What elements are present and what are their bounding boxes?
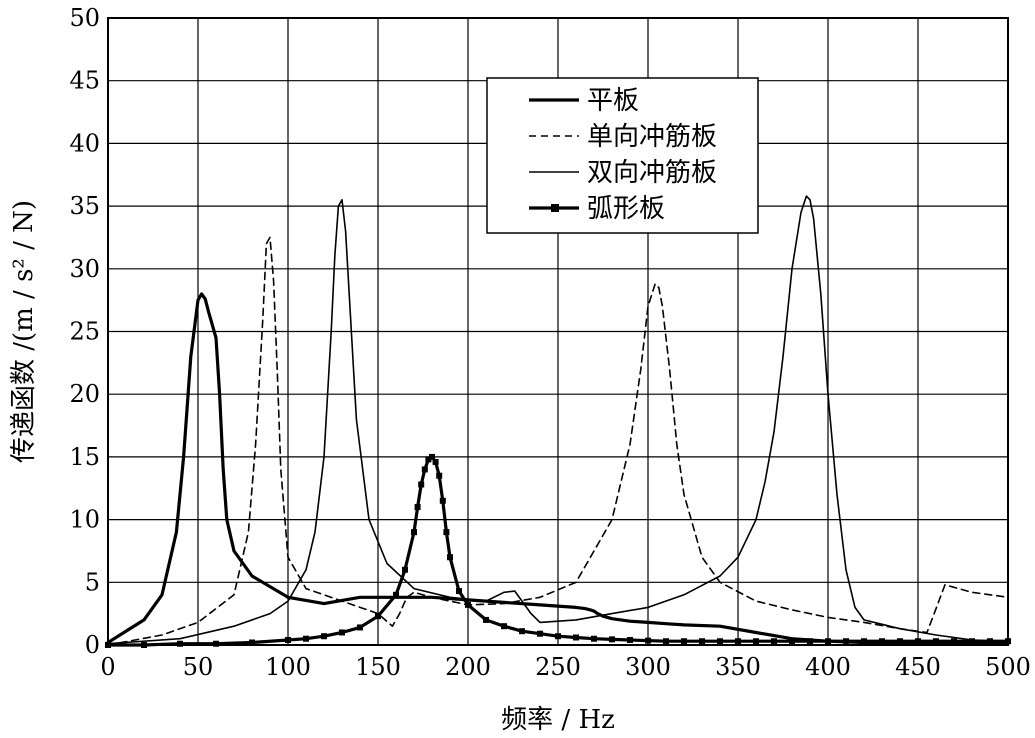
legend-label: 平板 bbox=[587, 86, 639, 116]
y-tick-label: 15 bbox=[69, 443, 100, 471]
data-point-marker bbox=[861, 638, 867, 645]
x-tick-label: 400 bbox=[805, 653, 851, 681]
y-tick-label: 20 bbox=[69, 380, 100, 408]
data-point-marker bbox=[439, 497, 446, 504]
data-point-marker bbox=[339, 629, 345, 636]
y-tick-label: 25 bbox=[69, 318, 100, 346]
y-tick-labels: 0 5 10 15 20 25 30 35 40 45 50 bbox=[69, 4, 100, 659]
x-tick-label: 500 bbox=[985, 653, 1031, 681]
data-point-marker bbox=[483, 616, 489, 623]
data-point-marker bbox=[303, 635, 309, 642]
plot-frame bbox=[107, 17, 1009, 646]
data-point-marker bbox=[879, 638, 885, 645]
data-point-marker bbox=[663, 638, 669, 645]
data-point-marker bbox=[537, 630, 543, 637]
data-point-marker bbox=[951, 638, 957, 645]
data-point-marker bbox=[429, 453, 435, 460]
data-point-marker bbox=[969, 638, 975, 645]
data-point-marker bbox=[555, 633, 561, 640]
data-point-marker bbox=[933, 638, 939, 645]
data-point-marker bbox=[609, 636, 615, 643]
data-point-marker bbox=[987, 638, 993, 645]
data-point-marker bbox=[699, 638, 705, 645]
data-point-marker bbox=[421, 466, 428, 473]
legend-label: 双向冲筋板 bbox=[587, 158, 717, 188]
data-point-marker bbox=[771, 638, 777, 645]
x-tick-label: 450 bbox=[895, 653, 941, 681]
x-tick-label: 100 bbox=[265, 653, 311, 681]
data-point-marker bbox=[501, 623, 507, 630]
data-point-marker bbox=[843, 638, 849, 645]
series-line bbox=[107, 195, 1009, 645]
data-point-marker bbox=[591, 635, 597, 642]
series-line bbox=[106, 292, 1010, 645]
data-point-marker bbox=[717, 638, 723, 645]
y-tick-label: 5 bbox=[85, 568, 100, 596]
data-point-marker bbox=[465, 601, 471, 608]
data-point-marker bbox=[414, 504, 421, 511]
x-axis-title: 频率 / Hz bbox=[501, 705, 615, 735]
data-point-marker bbox=[432, 458, 439, 465]
x-tick-label: 250 bbox=[535, 653, 581, 681]
y-tick-label: 30 bbox=[69, 255, 100, 283]
data-point-marker bbox=[177, 640, 183, 647]
data-point-marker bbox=[645, 637, 651, 644]
y-tick-label: 50 bbox=[69, 4, 100, 32]
y-axis-title: 传递函数 /(m / s² / N) bbox=[9, 200, 39, 463]
data-point-marker bbox=[375, 613, 381, 620]
y-tick-label: 45 bbox=[69, 67, 100, 95]
y-tick-label: 10 bbox=[69, 506, 100, 534]
data-point-marker bbox=[436, 472, 443, 479]
series-line bbox=[107, 236, 1009, 646]
series-2 bbox=[107, 236, 1009, 646]
data-point-marker bbox=[357, 624, 363, 631]
data-point-marker bbox=[897, 638, 903, 645]
series-4 bbox=[105, 453, 1011, 648]
legend-label: 单向冲筋板 bbox=[587, 122, 717, 152]
data-point-marker bbox=[443, 529, 450, 536]
y-tick-label: 35 bbox=[69, 192, 100, 220]
series-1 bbox=[106, 292, 1010, 645]
data-point-marker bbox=[753, 638, 759, 645]
data-point-marker bbox=[249, 639, 255, 646]
x-tick-label: 350 bbox=[715, 653, 761, 681]
data-point-marker bbox=[627, 636, 633, 643]
x-tick-label: 200 bbox=[445, 653, 491, 681]
data-point-marker bbox=[213, 640, 219, 647]
data-point-marker bbox=[418, 481, 425, 488]
data-point-marker bbox=[425, 456, 432, 463]
data-point-marker bbox=[807, 638, 813, 645]
x-tick-label: 50 bbox=[183, 653, 214, 681]
data-point-marker bbox=[411, 529, 417, 536]
data-point-marker bbox=[519, 628, 525, 635]
data-point-marker bbox=[285, 636, 291, 643]
data-point-marker bbox=[456, 588, 462, 595]
legend-label: 弧形板 bbox=[587, 194, 665, 224]
data-point-marker bbox=[321, 633, 327, 640]
legend-marker bbox=[551, 204, 559, 212]
data-point-marker bbox=[735, 638, 741, 645]
data-point-marker bbox=[402, 566, 408, 573]
data-point-marker bbox=[915, 638, 921, 645]
x-tick-label: 300 bbox=[625, 653, 671, 681]
series-3 bbox=[107, 195, 1009, 645]
x-tick-label: 150 bbox=[355, 653, 401, 681]
data-point-marker bbox=[393, 591, 399, 598]
data-point-marker bbox=[825, 638, 831, 645]
y-tick-label: 0 bbox=[85, 631, 100, 659]
data-point-marker bbox=[789, 638, 795, 645]
x-tick-label: 0 bbox=[100, 653, 115, 681]
data-point-marker bbox=[681, 638, 687, 645]
x-tick-labels: 0 50 100 150 200 250 300 350 400 450 500 bbox=[100, 653, 1031, 681]
series-layer bbox=[105, 195, 1011, 648]
y-tick-label: 40 bbox=[69, 129, 100, 157]
data-point-marker bbox=[447, 554, 453, 561]
data-point-marker bbox=[573, 634, 579, 641]
